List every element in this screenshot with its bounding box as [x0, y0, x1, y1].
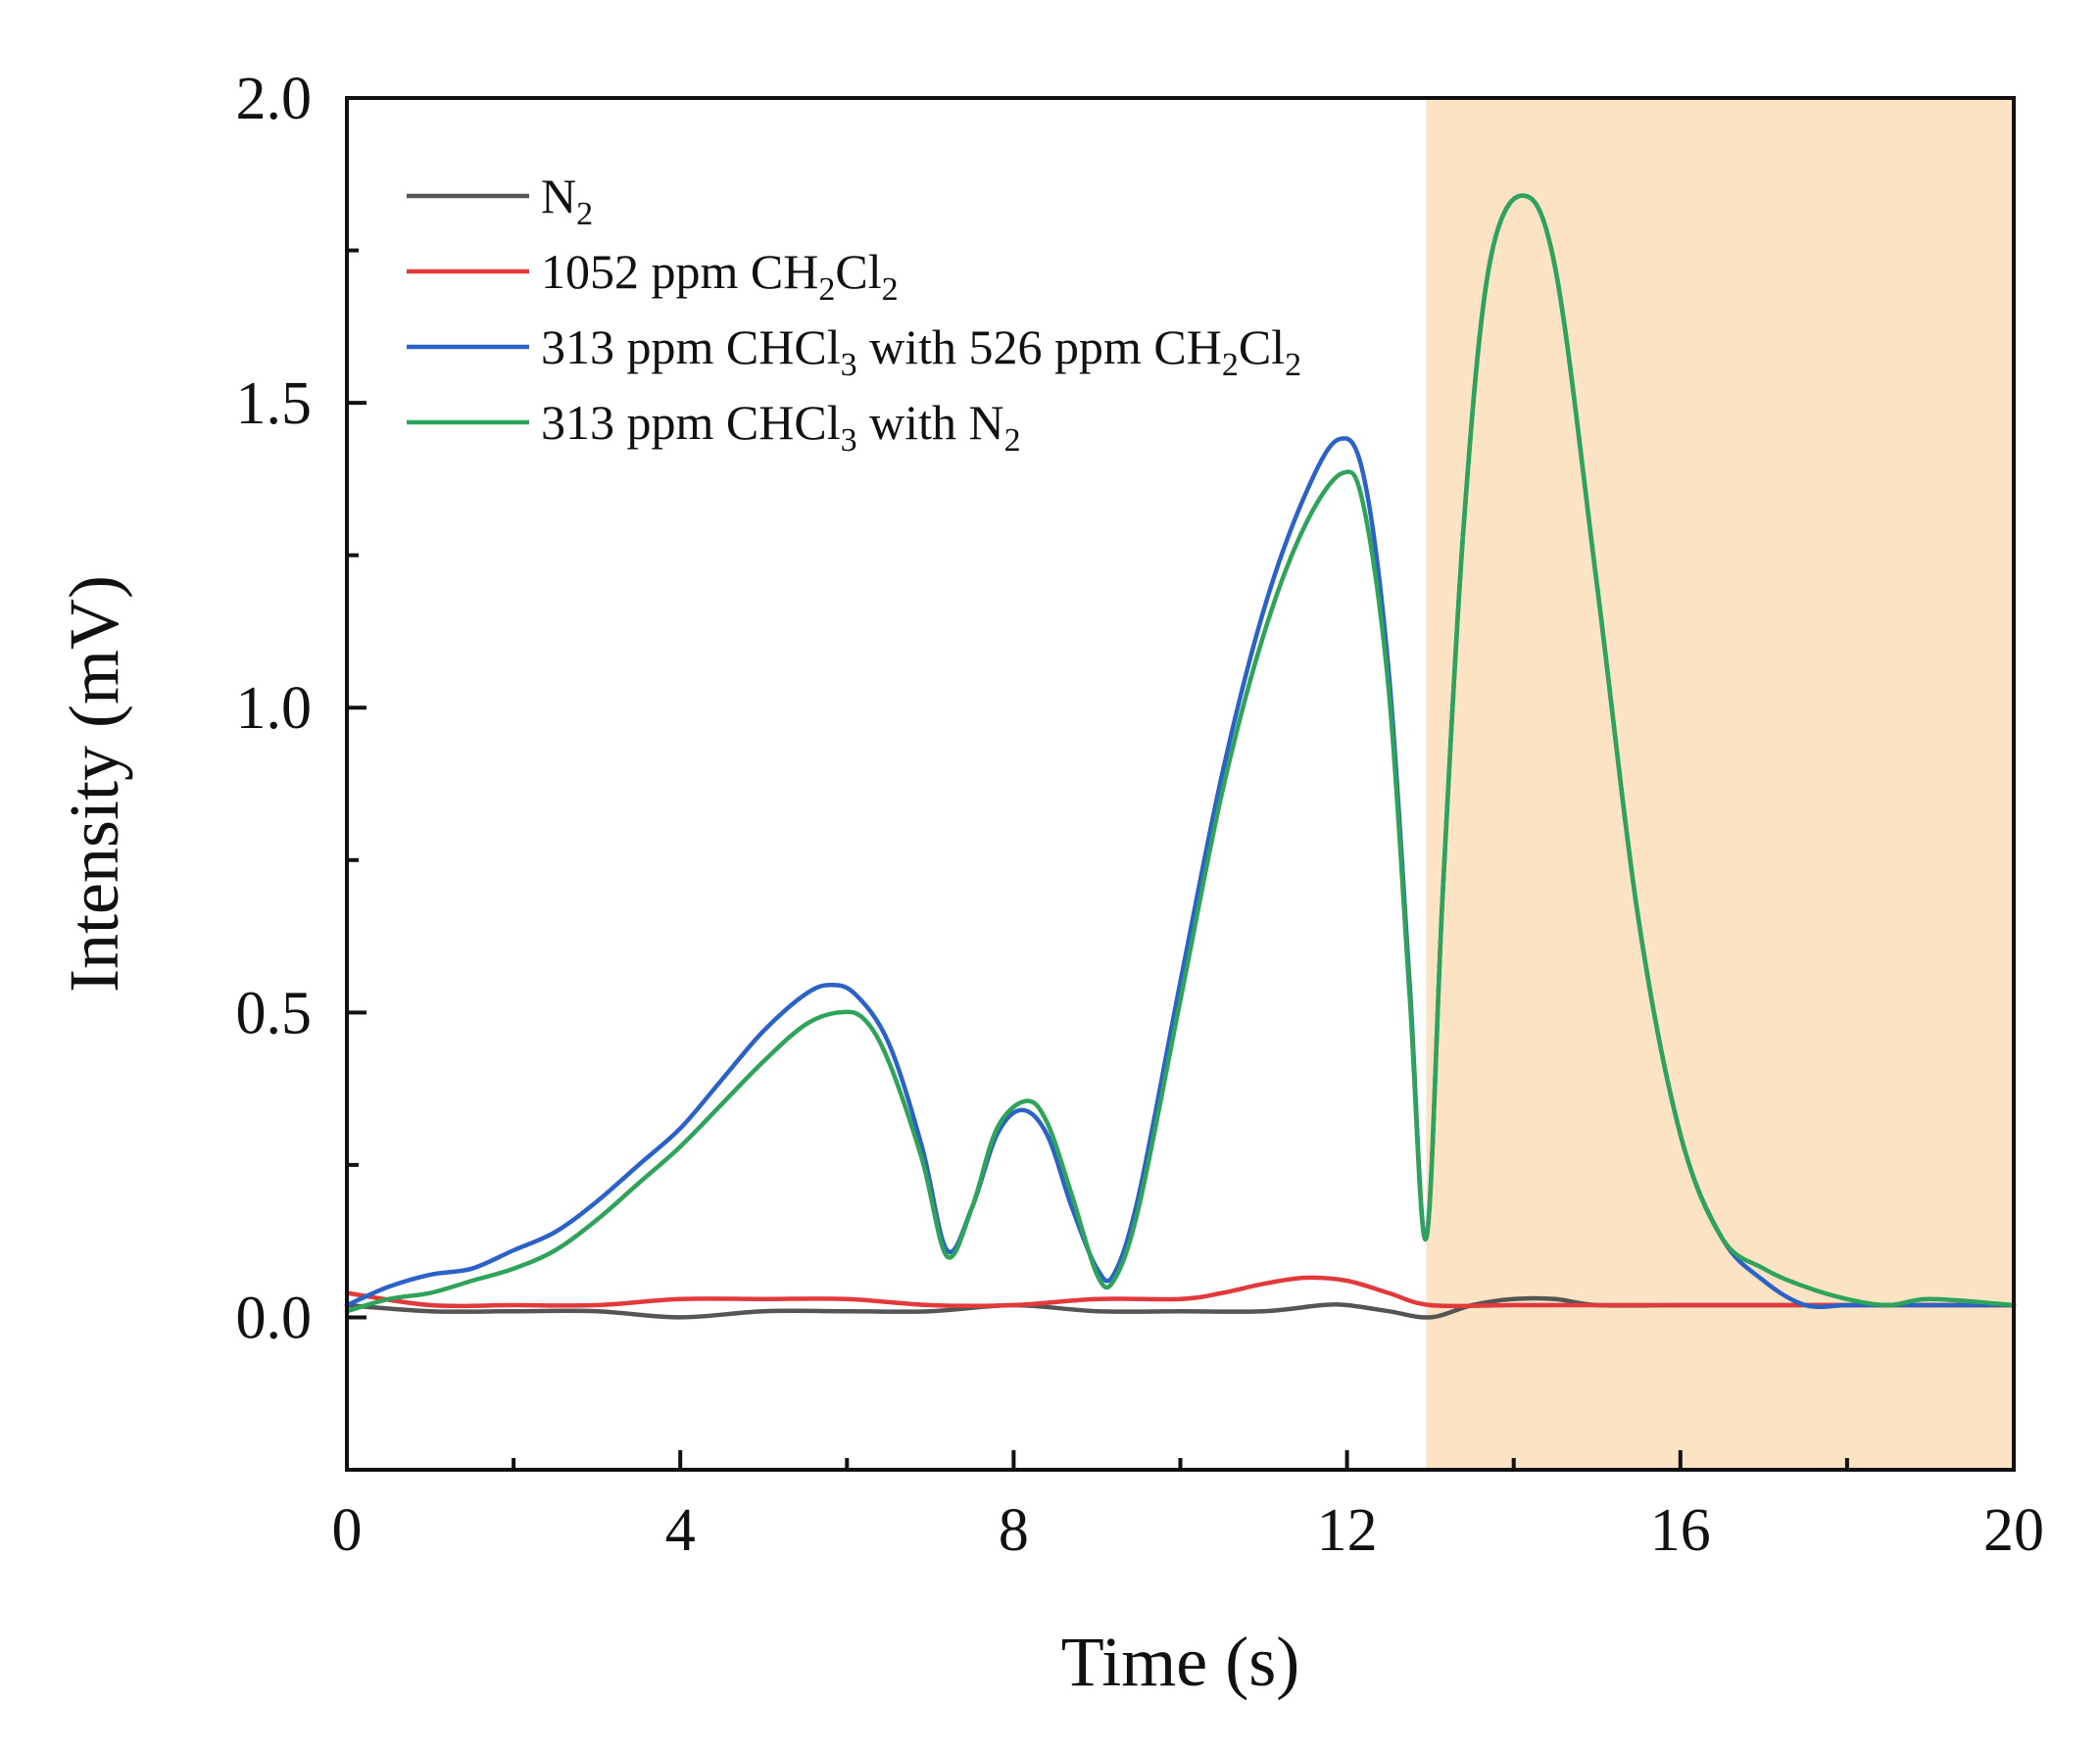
series-line-3	[344, 193, 2017, 1314]
y-tick-label: 1.0	[236, 675, 313, 742]
legend-subscript: 2	[1222, 347, 1239, 383]
legend-text: N	[541, 169, 576, 223]
y-tick-label: 1.5	[236, 370, 313, 437]
x-tick-label: 4	[665, 1497, 696, 1564]
y-axis-title: Intensity (mV)	[55, 575, 133, 993]
x-tick-label: 0	[332, 1497, 363, 1564]
legend-label: 313 ppm CHCl3 with 526 ppm CH2Cl2	[541, 319, 1301, 383]
y-tick-label: 0.0	[236, 1285, 313, 1351]
legend-subscript: 2	[576, 196, 593, 232]
legend-text: with N	[857, 395, 1004, 450]
series-lines	[344, 193, 2017, 1320]
legend-subscript: 3	[841, 347, 857, 383]
x-tick-label: 16	[1650, 1497, 1711, 1564]
legend-label: 313 ppm CHCl3 with N2	[541, 395, 1021, 459]
x-tick-label: 12	[1317, 1497, 1378, 1564]
series-line-1	[344, 1275, 2017, 1309]
y-tick-label: 0.5	[236, 980, 313, 1046]
x-tick-label: 20	[1983, 1497, 2044, 1564]
legend-subscript: 2	[1285, 347, 1301, 383]
shaded-region	[1426, 98, 2014, 1470]
legend-text: Cl	[835, 244, 881, 299]
legend-label: 1052 ppm CH2Cl2	[541, 244, 899, 308]
legend-text: 313 ppm CHCl	[541, 319, 841, 374]
x-axis-title: Time (s)	[1061, 1623, 1299, 1701]
legend-subscript: 3	[841, 422, 857, 459]
legend-subscript: 2	[882, 271, 899, 308]
shaded-region-rect	[1426, 98, 2014, 1470]
legend-subscript: 2	[818, 271, 835, 308]
legend-text: with 526 ppm CH	[857, 319, 1222, 374]
y-tick-label: 2.0	[236, 66, 313, 132]
legend-label: N2	[541, 169, 593, 232]
legend-text: Cl	[1239, 319, 1285, 374]
axis-ticks: 0 4 8 12 16 20 0.0 0.5 1.0 1.5 2.0	[236, 66, 2045, 1564]
x-tick-label: 8	[999, 1497, 1029, 1564]
legend-subscript: 2	[1004, 422, 1021, 459]
legend-text: 1052 ppm CH	[541, 244, 818, 299]
legend-text: 313 ppm CHCl	[541, 395, 841, 450]
